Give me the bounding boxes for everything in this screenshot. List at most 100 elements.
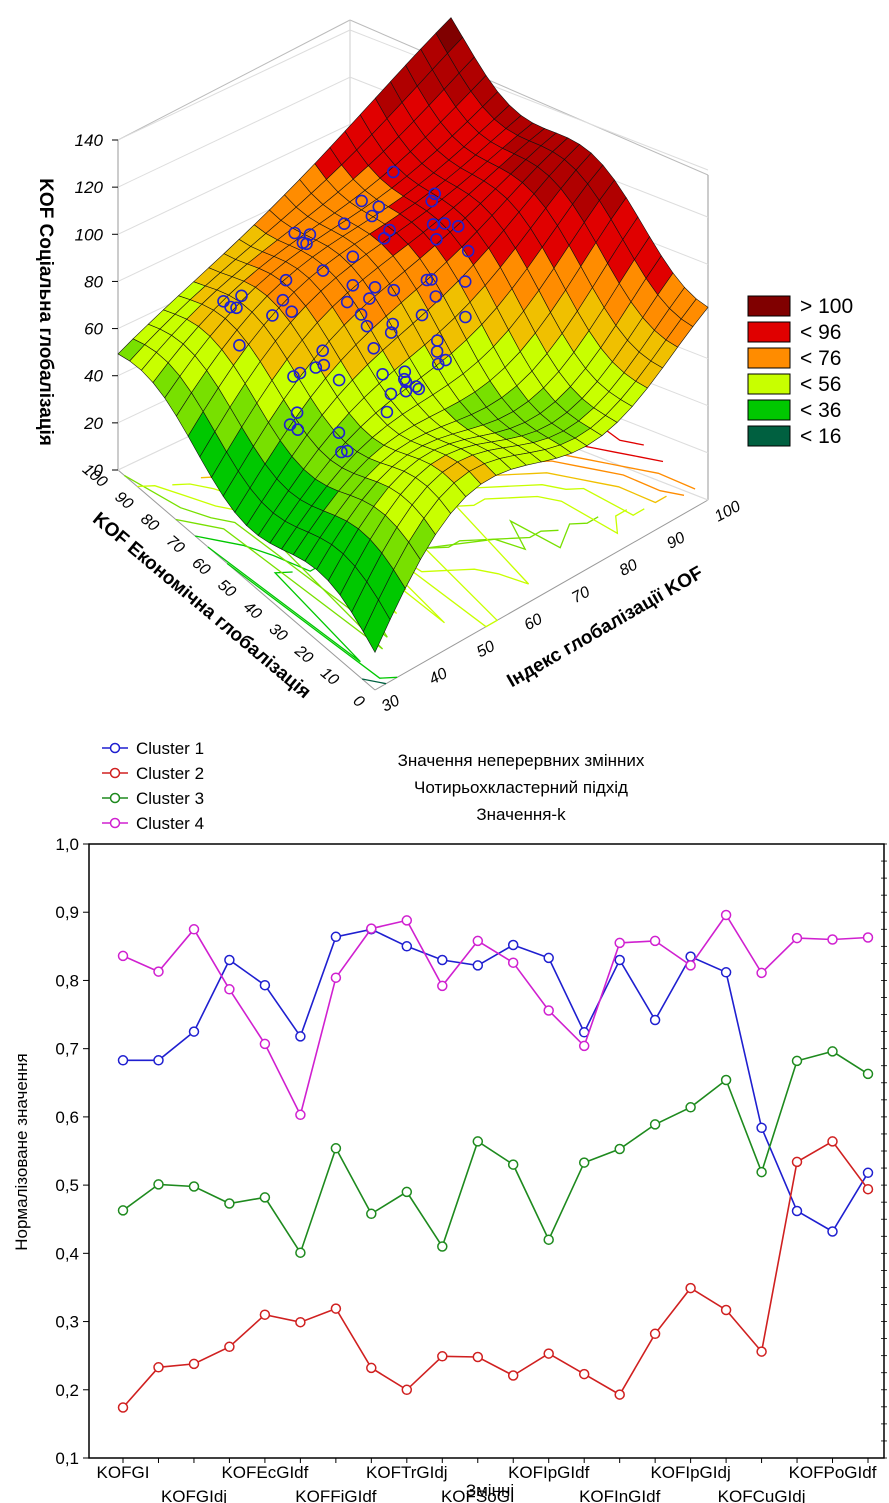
chart-title-line-2: Чотирьохкластерний підхід [414, 778, 628, 797]
y-tick-label: 40 [240, 599, 265, 624]
floor-contour-line [361, 678, 387, 685]
y-tick-label: 0,1 [55, 1449, 79, 1468]
series-line [122, 1050, 869, 1255]
observation-marker [368, 280, 382, 294]
floor-contour-line [226, 562, 398, 679]
y-axis-label: Нормалізоване значення [12, 1053, 31, 1251]
observation-marker [296, 236, 310, 250]
box-edge [117, 19, 351, 141]
data-point [614, 937, 625, 949]
y-tick-label: 30 [266, 621, 291, 646]
data-point [827, 1226, 838, 1237]
observation-marker [430, 334, 444, 347]
x-tick-label: KOFCuGIdj [718, 1487, 806, 1503]
observation-marker [230, 301, 243, 315]
data-point [507, 939, 519, 951]
data-point [614, 1143, 625, 1155]
observation-marker [287, 370, 300, 383]
observation-marker [380, 405, 394, 419]
observation-marker [431, 357, 445, 371]
z-tick-label: 60 [84, 320, 103, 339]
observation-marker [279, 273, 293, 287]
y-tick-label: 0,4 [55, 1244, 79, 1263]
observation-marker [376, 367, 389, 381]
observation-marker [387, 283, 401, 297]
series-group [117, 909, 874, 1413]
data-point [188, 1026, 200, 1037]
observation-marker [276, 293, 290, 307]
observation-marker [399, 375, 413, 389]
series-cluster-2 [117, 1136, 874, 1413]
legend-label: < 96 [800, 321, 841, 344]
y-tick-label: 0,9 [55, 903, 79, 922]
observation-marker [420, 273, 434, 287]
data-point [259, 979, 271, 991]
x-tick-label: 60 [522, 611, 546, 634]
data-point [437, 954, 448, 966]
y-tick-label: 0,3 [55, 1313, 79, 1332]
observation-marker [451, 220, 465, 233]
data-point [295, 1031, 306, 1042]
line-chart: Значення неперервних змінних Чотирьохкла… [12, 739, 887, 1503]
series-line [123, 928, 869, 1233]
data-point [543, 1234, 554, 1245]
observation-marker [363, 292, 376, 305]
data-point [153, 1362, 164, 1373]
data-point [685, 1282, 696, 1294]
observation-marker [233, 338, 246, 352]
data-point [259, 1192, 271, 1203]
data-point [401, 1384, 413, 1396]
observation-marker [439, 353, 452, 367]
x-tick-label: KOFInGIdf [579, 1487, 661, 1503]
legend-marker [109, 817, 121, 829]
data-point [330, 972, 342, 983]
back-grid-line [349, 29, 709, 171]
legend-swatch [747, 347, 791, 369]
back-grid-line [117, 123, 351, 235]
data-point [117, 1402, 129, 1413]
data-point [720, 967, 732, 978]
z-tick-label: 40 [84, 367, 103, 386]
observation-marker [266, 309, 279, 322]
data-point [117, 1055, 129, 1066]
z-axis-ticks: 140 120 100 80 60 40 20 0 [75, 131, 118, 480]
observation-marker [335, 445, 348, 459]
y-tick-label: 0,5 [55, 1176, 79, 1195]
data-point [507, 957, 519, 968]
series-line [122, 1140, 869, 1409]
y-tick-label: 80 [137, 511, 162, 536]
x-tick-label: KOFFiGIdf [295, 1487, 377, 1503]
observation-marker [316, 344, 330, 358]
observation-marker [365, 209, 379, 223]
surface-legend: > 100 < 96 < 76 < 56 < 36 < 16 [747, 295, 853, 448]
box-edge [349, 19, 709, 176]
x-tick-label: 50 [474, 638, 498, 661]
data-point [153, 1055, 164, 1066]
observation-marker [340, 444, 354, 458]
x-tick-label: 30 [379, 692, 403, 715]
z-tick-label: 140 [75, 131, 104, 150]
x-tick-label: KOFPoGIdf [789, 1463, 877, 1482]
data-point [224, 954, 235, 966]
observation-marker [377, 232, 391, 245]
data-point [614, 1389, 625, 1400]
x-tick-label: KOFGI [97, 1463, 150, 1482]
floor-contour-line [194, 535, 322, 572]
x-tick-label: KOFGIdj [161, 1487, 227, 1503]
data-point [685, 960, 696, 971]
data-point [649, 935, 661, 947]
x-axis-label: Змінні [466, 1481, 514, 1500]
x-tick-label: KOFTrGIdj [366, 1463, 448, 1482]
data-point [188, 924, 200, 935]
observation-marker [337, 217, 351, 230]
data-point [614, 954, 625, 966]
legend-marker [109, 792, 121, 804]
data-point [862, 1167, 874, 1179]
floor-contour-line [207, 546, 361, 663]
observation-marker [303, 228, 317, 241]
observation-marker [317, 358, 331, 372]
y-tick-label: 100 [79, 461, 110, 491]
legend-label: < 76 [800, 347, 841, 370]
data-point [437, 1351, 448, 1362]
